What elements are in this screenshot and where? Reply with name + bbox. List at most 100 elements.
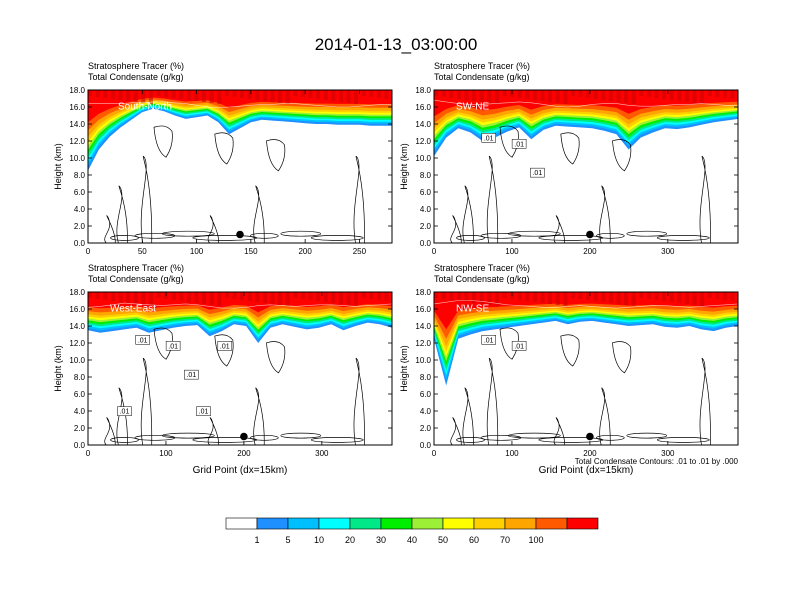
panel-title: Stratosphere Tracer (%)	[88, 263, 184, 273]
tracer-peak-streak	[700, 292, 705, 306]
tracer-peak-streak	[285, 292, 290, 306]
contour-plume	[116, 185, 128, 243]
tracer-field: .01 .01	[434, 292, 738, 445]
tracer-peak-streak	[209, 90, 214, 103]
tracer-peak-streak	[262, 292, 267, 303]
contour-label-box	[511, 139, 527, 149]
y-tick-label: 4.0	[420, 407, 432, 416]
contour-plume	[353, 358, 365, 445]
contour-label: .01	[120, 409, 130, 416]
tracer-top-line	[434, 99, 738, 108]
tracer-top-line	[88, 302, 392, 309]
contour-label-box	[165, 341, 181, 351]
x-tick-label: 150	[244, 247, 258, 256]
tracer-peak-streak	[369, 292, 374, 299]
contour-label: .01	[199, 409, 209, 416]
tracer-peak-streak	[449, 292, 454, 300]
cross-section-label: SW-NE	[456, 102, 489, 113]
tracer-peak-streak	[517, 292, 522, 300]
tracer-peak-streak	[209, 292, 214, 305]
y-tick-label: 14.0	[415, 120, 431, 129]
colorbar-swatch	[256, 517, 289, 530]
tracer-peak-streak	[730, 90, 735, 99]
tracer-peak-streak	[631, 90, 636, 104]
y-tick-label: 14.0	[69, 120, 85, 129]
contour-plume	[207, 417, 219, 445]
contour-ring	[507, 432, 561, 439]
x-axis-label: Grid Point (dx=15km)	[193, 465, 288, 476]
x-tick-label: 100	[505, 247, 519, 256]
panel-top-left: Stratosphere Tracer (%)Total Condensate …	[53, 61, 393, 256]
colorbar-label: 70	[500, 535, 510, 545]
tracer-peak-streak	[126, 90, 131, 101]
colorbar-label: 1	[254, 535, 259, 545]
y-tick-label: 10.0	[415, 356, 431, 365]
panel-title: Stratosphere Tracer (%)	[88, 61, 184, 71]
tracer-peak-streak	[586, 90, 591, 98]
contour-label: .01	[514, 141, 524, 148]
tracer-peak-streak	[384, 90, 389, 99]
tracer-peak-streak	[624, 90, 629, 103]
y-axis-label: Height (km)	[53, 143, 63, 190]
y-tick-label: 14.0	[69, 322, 85, 331]
contour-plume	[553, 417, 565, 445]
tracer-peak-streak	[118, 292, 123, 302]
tracer-peak-streak	[684, 90, 689, 102]
contour-plume	[599, 185, 611, 243]
contour-ring	[161, 432, 215, 439]
panel-title: Stratosphere Tracer (%)	[434, 263, 530, 273]
contour-label: .01	[186, 372, 196, 379]
tracer-peak-streak	[285, 90, 290, 104]
contour-blob	[214, 334, 234, 367]
y-axis-label: Height (km)	[399, 143, 409, 190]
colorbar-label: 30	[376, 535, 386, 545]
x-tick-label: 100	[159, 449, 173, 458]
panels: Stratosphere Tracer (%)Total Condensate …	[53, 61, 739, 476]
tracer-peak-streak	[270, 90, 275, 102]
tracer-peak-streak	[540, 90, 545, 101]
panel-subtitle: Total Condensate (g/kg)	[434, 274, 530, 284]
tracer-peak-streak	[361, 90, 366, 96]
contour-plume	[699, 358, 711, 445]
tracer-peak-streak	[624, 292, 629, 305]
contour-blob	[560, 334, 580, 367]
contour-label: .01	[484, 337, 494, 344]
contour-ring	[456, 235, 485, 241]
colorbar-swatch	[411, 517, 444, 530]
tracer-field: .01 .01 .01 .01 .01 .01	[88, 292, 392, 445]
cross-section-label: South-North	[118, 102, 172, 113]
tracer-peak-streak	[692, 90, 697, 103]
tracer-peak-streak	[570, 292, 575, 298]
y-tick-label: 10.0	[69, 356, 85, 365]
tracer-peak-streak	[601, 292, 606, 302]
x-tick-label: 200	[583, 247, 597, 256]
y-tick-label: 6.0	[420, 188, 432, 197]
x-tick-label: 100	[505, 449, 519, 458]
tracer-peak-streak	[639, 292, 644, 298]
figure-title: 2014-01-13_03:00:00	[315, 35, 478, 54]
tracer-peak-streak	[293, 292, 298, 298]
tracer-peak-streak	[563, 90, 568, 104]
x-tick-label: 200	[237, 449, 251, 458]
colorbar-label: 60	[469, 535, 479, 545]
tracer-peak-streak	[262, 90, 267, 101]
panel-bottom-right: Stratosphere Tracer (%)Total Condensate …	[399, 263, 739, 476]
tracer-peak-streak	[194, 90, 199, 101]
y-tick-label: 0.0	[74, 441, 86, 450]
tracer-peak-streak	[707, 90, 712, 96]
y-tick-label: 2.0	[420, 222, 432, 231]
condensate-contours	[104, 327, 365, 445]
y-tick-label: 8.0	[74, 171, 86, 180]
contour-ring	[626, 432, 668, 439]
tracer-peak-streak	[517, 90, 522, 98]
colorbar-swatch	[504, 517, 537, 530]
tracer-peak-streak	[563, 292, 568, 306]
x-tick-label: 0	[432, 449, 437, 458]
tracer-peak-streak	[593, 292, 598, 301]
colorbar-swatch	[535, 517, 568, 530]
contour-blob	[266, 341, 286, 374]
tracer-peak-streak	[308, 90, 313, 98]
tracer-peak-streak	[247, 292, 252, 301]
tracer-peak-streak	[456, 90, 461, 99]
